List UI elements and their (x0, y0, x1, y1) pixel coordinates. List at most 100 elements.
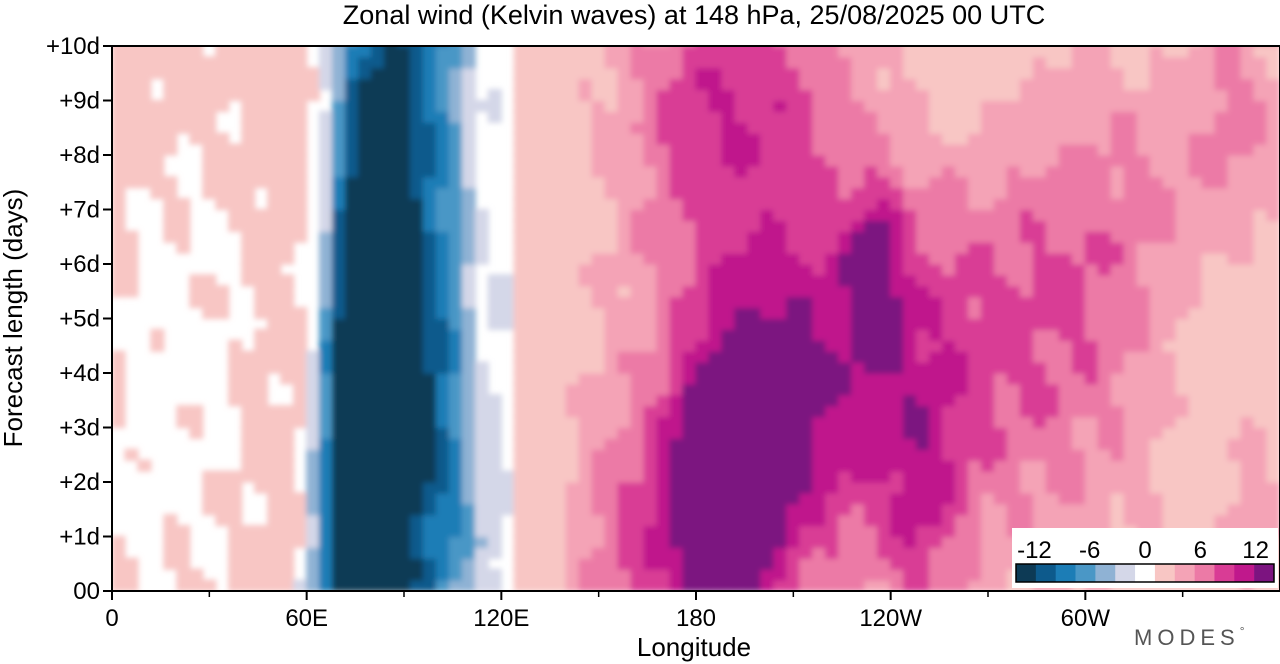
contour-cell (604, 307, 619, 320)
contour-cell (1175, 46, 1190, 58)
contour-cell (980, 208, 996, 221)
contour-cell (565, 296, 580, 309)
contour-cell (448, 46, 463, 58)
contour-cell (448, 89, 463, 102)
contour-cell (1110, 361, 1125, 374)
contour-cell (877, 448, 892, 461)
contour-cell (448, 481, 463, 494)
contour-cell (552, 535, 567, 548)
contour-cell (1162, 383, 1177, 396)
contour-cell (487, 492, 502, 505)
contour-cell (1175, 383, 1190, 396)
contour-cell (332, 263, 347, 276)
contour-cell (1084, 110, 1099, 123)
contour-cell (1006, 110, 1022, 123)
contour-cell (1071, 67, 1086, 80)
contour-cell (487, 307, 502, 320)
contour-cell (1071, 143, 1086, 156)
contour-cell (993, 514, 1009, 527)
contour-cell (1045, 176, 1060, 189)
contour-cell (1097, 405, 1112, 418)
contour-cell (1032, 437, 1047, 450)
contour-cell (1201, 448, 1216, 461)
contour-cell (370, 78, 386, 91)
contour-cell (916, 46, 931, 47)
contour-cell (773, 535, 788, 548)
contour-cell (1188, 67, 1203, 80)
contour-cell (941, 121, 957, 134)
contour-cell (630, 328, 645, 341)
contour-cell (396, 339, 412, 352)
contour-cell (812, 241, 827, 254)
contour-cell (112, 219, 126, 232)
contour-cell (890, 546, 905, 559)
contour-cell (1019, 252, 1035, 265)
contour-cell (1110, 110, 1125, 123)
contour-cell (864, 110, 879, 123)
contour-cell (357, 557, 373, 570)
contour-cell (708, 448, 723, 461)
contour-cell (669, 56, 684, 69)
contour-cell (539, 361, 554, 374)
contour-cell (864, 132, 879, 145)
contour-cell (578, 535, 593, 548)
contour-cell (1071, 317, 1086, 330)
contour-cell (669, 459, 684, 472)
contour-cell (773, 46, 788, 58)
contour-cell (448, 459, 463, 472)
contour-cell (604, 56, 619, 69)
contour-cell (539, 416, 554, 429)
contour-cell (448, 350, 463, 363)
x-tick-label: 120E (473, 605, 529, 632)
contour-cell (1253, 394, 1268, 407)
contour-cell (539, 503, 554, 516)
contour-cell (539, 405, 554, 418)
contour-cell (552, 99, 567, 112)
contour-cell (280, 67, 295, 80)
contour-cell (656, 525, 671, 538)
contour-cell (383, 470, 399, 483)
contour-cell (864, 317, 879, 330)
contour-cell (669, 394, 684, 407)
contour-cell (903, 317, 918, 330)
contour-cell (786, 110, 801, 123)
contour-cell (254, 525, 269, 538)
contour-cell (293, 503, 308, 516)
contour-cell (552, 132, 567, 145)
contour-cell (1097, 350, 1112, 363)
contour-cell (903, 296, 918, 309)
contour-cell (526, 525, 541, 538)
contour-cell (734, 416, 749, 429)
contour-cell (630, 46, 645, 58)
contour-cell (1032, 426, 1047, 439)
contour-cell (565, 219, 580, 232)
contour-cell (422, 328, 438, 341)
contour-cell (760, 470, 775, 483)
contour-cell (228, 481, 243, 494)
contour-cell (306, 470, 321, 483)
contour-cell (422, 187, 438, 200)
contour-cell (669, 317, 684, 330)
contour-cell (565, 56, 580, 69)
contour-cell (604, 121, 619, 134)
contour-cell (993, 263, 1009, 276)
contour-cell (1123, 263, 1138, 276)
contour-cell (903, 307, 918, 320)
contour-cell (890, 579, 905, 591)
contour-cell (682, 459, 697, 472)
contour-cell (1123, 437, 1138, 450)
contour-cell (591, 416, 606, 429)
contour-cell (163, 56, 178, 69)
contour-cell (267, 67, 282, 80)
contour-cell (1110, 437, 1125, 450)
contour-cell (954, 535, 970, 548)
contour-cell (656, 285, 671, 298)
contour-cell (357, 568, 373, 581)
contour-cell (293, 416, 308, 429)
contour-cell (1149, 350, 1164, 363)
contour-cell (993, 317, 1009, 330)
contour-cell (1266, 274, 1280, 287)
contour-cell (747, 503, 762, 516)
contour-cell (1253, 405, 1268, 418)
contour-cell (513, 187, 528, 200)
